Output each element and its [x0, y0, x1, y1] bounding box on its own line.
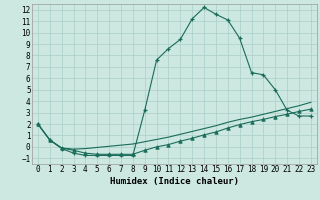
X-axis label: Humidex (Indice chaleur): Humidex (Indice chaleur)	[110, 177, 239, 186]
